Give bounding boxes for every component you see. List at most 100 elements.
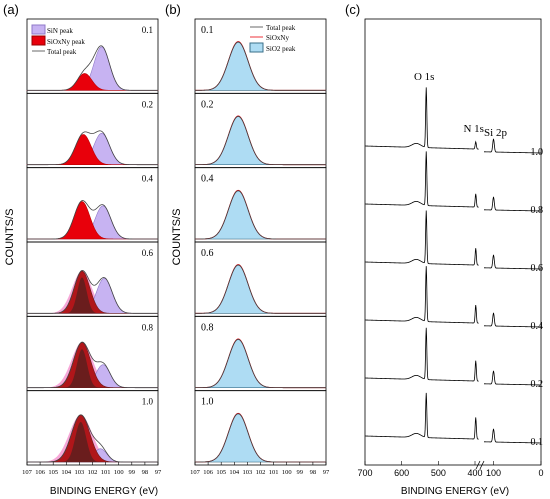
fraction-label: 1.0 (142, 397, 154, 407)
total-peak-line (27, 414, 158, 463)
legend-sin-swatch (31, 24, 46, 35)
survey-fraction-label: 0.4 (531, 321, 544, 332)
sio2-peak (194, 339, 327, 388)
legend-b-sio2-swatch (249, 42, 264, 53)
sio2-peak (195, 190, 326, 240)
x-tick-label: 0 (538, 468, 543, 478)
sioxny-line (195, 189, 326, 240)
legend-total-label: Total peak (47, 48, 77, 56)
fraction-label: 0.2 (142, 99, 153, 109)
x-tick-label: 105 (48, 469, 58, 476)
ylabel-b: COUNTS/S (171, 209, 183, 266)
x-tick-label: 104 (61, 469, 72, 476)
x-tick-label: 105 (216, 469, 226, 476)
legend-b-total-label: Total peak (266, 24, 296, 32)
fraction-label: 1.0 (201, 397, 214, 408)
subplot-frame (194, 18, 327, 94)
x-tick-label: 700 (357, 468, 372, 478)
sioxny-line (195, 115, 326, 166)
sio2-peak (194, 116, 327, 165)
axis-break-mark (475, 460, 481, 470)
panel-a-plots: 0.1 0.2 0.4 0.6 0.8 1.0 107 106 105 104 103 102 101 1… (22, 18, 162, 476)
axis-break-mark (479, 460, 485, 470)
fraction-label: 0.6 (201, 248, 214, 259)
subplot-frame (194, 315, 327, 392)
survey-spectrum-line (364, 266, 479, 324)
x-tick-label: 100 (486, 468, 501, 478)
survey-spectrum-line (364, 327, 479, 382)
legend-b: Total peak SiOxNy SiO2 peak (249, 24, 296, 53)
survey-spectrum-line (364, 87, 479, 150)
fraction-label: 0.8 (201, 322, 214, 333)
fraction-label: 0.4 (142, 174, 154, 184)
pink-shade-peak (27, 342, 158, 388)
x-tick-label: 400 (467, 468, 482, 478)
legend-sioxny-swatch (31, 35, 46, 46)
peak-label: N 1s (463, 123, 483, 135)
x-tick-label: 98 (142, 469, 149, 476)
peak-label: O 1s (414, 71, 434, 83)
survey-spectrum-line (483, 254, 542, 270)
x-tick-label: 106 (203, 469, 214, 476)
survey-spectrum-line (483, 370, 542, 386)
survey-fraction-label: 0.2 (531, 379, 544, 390)
x-tick-label: 103 (75, 469, 85, 476)
survey-spectrum-line (483, 428, 542, 444)
total-peak-line (195, 115, 326, 166)
x-tick-label: 500 (431, 468, 446, 478)
x-tick-label: 99 (129, 469, 136, 476)
x-tick-label: 97 (155, 469, 162, 476)
x-tick-label: 97 (323, 469, 330, 476)
x-tick-label: 107 (190, 469, 201, 476)
total-peak-line (27, 45, 158, 91)
pink-shade-peak (27, 414, 158, 462)
survey-spectrum-line (483, 196, 542, 212)
legend-b-sioxny-label: SiOxNy (266, 34, 289, 42)
x-tick-label: 99 (297, 469, 304, 476)
legend-a: SiN peak SiOxNy peak Total peak (31, 24, 85, 56)
x-tick-label: 100 (282, 469, 292, 476)
survey-fraction-label: 1.0 (531, 147, 544, 158)
sioxny-peak (26, 134, 159, 165)
fraction-label: 0.2 (201, 99, 214, 110)
total-peak-line (27, 130, 158, 166)
legend-sioxny-label: SiOxNy peak (47, 38, 85, 46)
subplot-frame (194, 92, 327, 169)
sio2-peak (195, 413, 326, 463)
sio2-peak (194, 264, 327, 314)
x-tick-label: 103 (243, 469, 253, 476)
x-tick-label: 107 (22, 469, 33, 476)
peak-label: Si 2p (484, 127, 507, 139)
total-peak-line (195, 41, 326, 91)
survey-spectrum-line (364, 392, 479, 440)
total-peak-line (195, 264, 326, 314)
ylabel-a: COUNTS/S (4, 209, 16, 266)
survey-spectrum-line (364, 210, 479, 266)
fraction-label: 0.4 (201, 174, 214, 185)
x-tick-label: 102 (256, 469, 266, 476)
subplot-frame (194, 390, 327, 466)
x-tick-label: 104 (229, 469, 240, 476)
total-peak-line (27, 341, 158, 389)
total-peak-line (195, 190, 326, 240)
survey-fraction-label: 0.8 (531, 205, 544, 216)
panel-label-a: (a) (3, 2, 19, 17)
survey-spectrum-line (364, 151, 479, 208)
survey-fraction-label: 0.6 (531, 263, 544, 274)
total-peak-line (195, 413, 326, 463)
total-peak-line (27, 200, 158, 240)
subplot-frame (194, 241, 327, 317)
x-tick-label: 600 (394, 468, 409, 478)
xlabel-c: BINDING ENERGY (eV) (401, 486, 509, 497)
legend-sin-label: SiN peak (47, 27, 73, 35)
pink-shade-peak (27, 271, 158, 314)
sioxny-line (195, 338, 326, 389)
x-tick-label: 101 (101, 469, 111, 476)
fraction-label: 0.1 (201, 25, 214, 36)
x-tick-label: 102 (88, 469, 98, 476)
x-tick-label: 98 (310, 469, 317, 476)
fraction-label: 0.6 (142, 248, 154, 258)
sioxny-peak (27, 201, 158, 240)
x-tick-label: 100 (114, 469, 124, 476)
